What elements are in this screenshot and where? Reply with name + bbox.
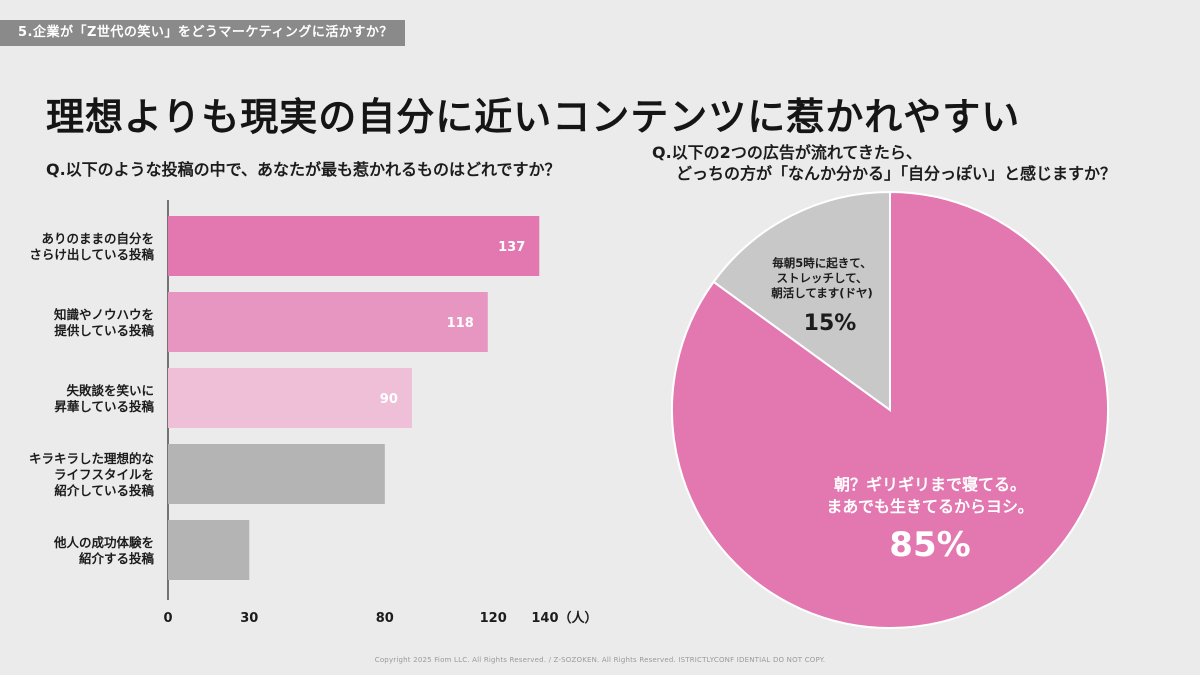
bar-category-label: ありのままの自分を	[41, 231, 154, 246]
x-tick-label: 120	[480, 611, 507, 626]
pie-slice-label: 朝？ギリギリまで寝てる。	[834, 475, 1026, 494]
section-tag: 5.企業が「Z世代の笑い」をどうマーケティングに活かすか？	[0, 20, 405, 46]
pie-slice-label: まあでも生きてるからヨシ。	[826, 497, 1033, 516]
bar	[168, 292, 488, 352]
bar-category-label: さらけ出している投稿	[29, 247, 154, 262]
bar-category-label: 紹介する投稿	[79, 551, 155, 566]
page-headline: 理想よりも現実の自分に近いコンテンツに惹かれやすい	[46, 95, 1021, 139]
x-tick-label: 30	[240, 611, 258, 626]
bar	[168, 368, 412, 428]
bar-category-label: ライフスタイルを	[54, 467, 154, 482]
pie-chart-question: Q.以下の2つの広告が流れてきたら、 どっちの方が「なんか分かる」「自分っぽい」…	[652, 142, 1116, 184]
bar-category-label: 知識やノウハウを	[53, 307, 154, 322]
pie-slice-label: 毎朝5時に起きて、	[772, 256, 871, 270]
bar	[168, 216, 540, 276]
bar-category-label: 失敗談を笑いに	[66, 383, 154, 398]
bar-category-label: キラキラした理想的な	[29, 451, 154, 466]
pie-slice-label: 朝活してます(ドヤ)	[771, 286, 873, 300]
bar	[168, 520, 250, 580]
bar-category-label: 他人の成功体験を	[53, 535, 154, 550]
x-tick-label: 80	[376, 611, 394, 626]
pie-percent-label: 15%	[804, 311, 857, 336]
bar	[168, 444, 385, 504]
bar-chart-question: Q.以下のような投稿の中で、あなたが最も惹かれるものはどれですか？	[46, 160, 561, 179]
x-tick-label: 140（人）	[531, 610, 597, 626]
pie-slice	[712, 190, 891, 412]
x-tick-label: 0	[163, 611, 172, 626]
pie-slice-label: ストレッチして、	[776, 271, 867, 285]
copyright-notice: Copyright 2025 Fiom LLC. All Rights Rese…	[374, 656, 826, 664]
bar-value-label: 137	[498, 240, 525, 255]
bar-category-label: 提供している投稿	[54, 323, 154, 338]
bar-category-label: 昇華している投稿	[54, 399, 154, 414]
bar-category-label: 紹介している投稿	[54, 483, 154, 498]
bar-value-label: 118	[447, 316, 474, 331]
pie-question-line-1: Q.以下の2つの広告が流れてきたら、	[652, 143, 922, 162]
bar-value-label: 90	[380, 392, 398, 407]
pie-percent-label: 85%	[889, 525, 970, 565]
pie-question-line-2: どっちの方が「なんか分かる」「自分っぽい」と感じますか？	[676, 164, 1117, 183]
